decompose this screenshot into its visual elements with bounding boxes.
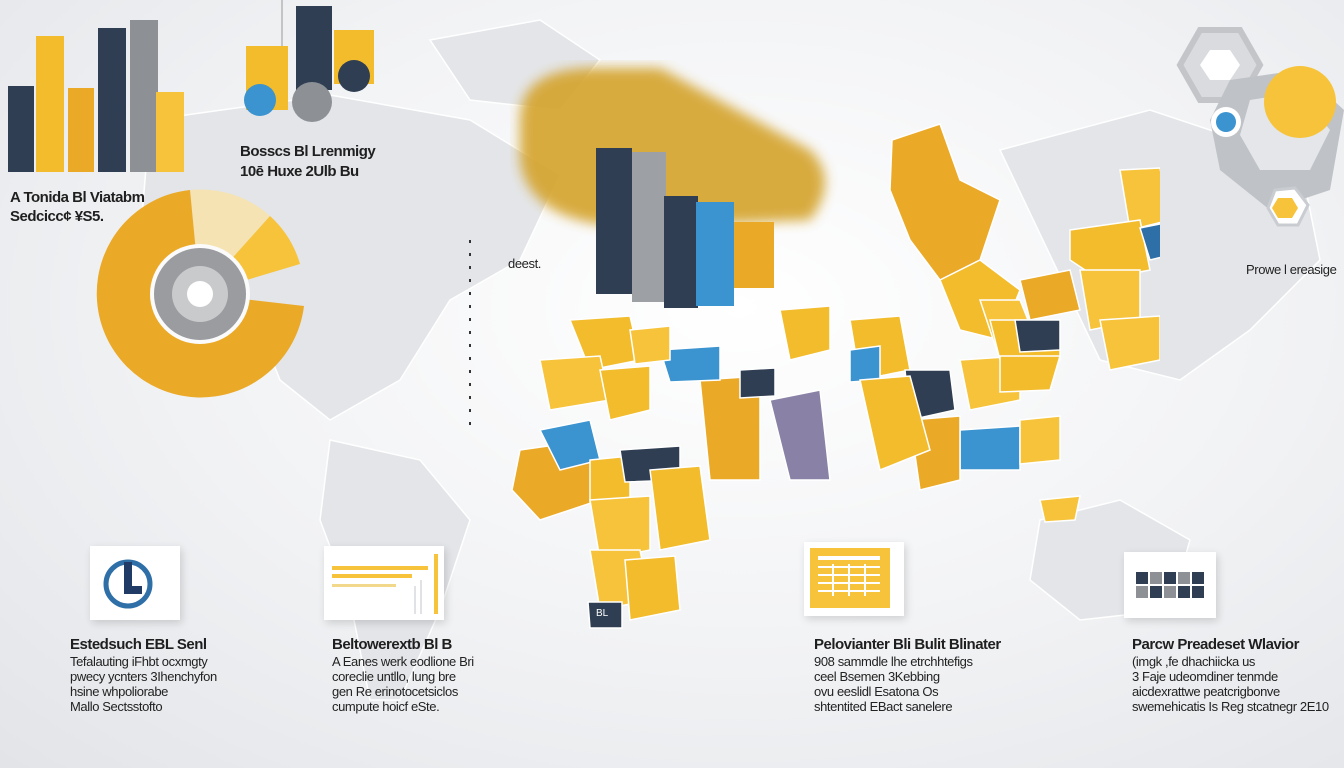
region [999,355,1062,393]
bar [696,202,734,306]
bar [130,20,158,172]
center-3d-bar-chart [520,68,825,308]
region [779,305,831,361]
region [539,355,611,411]
bubble [338,60,370,92]
donut-slice [96,190,305,398]
info-block-1: Estedsuch EBL Senl Tefalauting iFhbt ocx… [70,636,217,714]
info-block-line: Mallo Sectsstofto [70,699,163,714]
info-block-line: 908 sammdle lhe etrchhtefigs [814,654,973,669]
info-block-2: Beltowerextb Bl B A Eanes werk eodlione … [332,636,474,714]
info-block-line: gen Re erinotocetsiclos [332,684,458,699]
info-block-line: cumpute hoicf eSte. [332,699,440,714]
calendar-card [804,542,904,616]
info-block-line: ovu eeslidl Esatona Os [814,684,939,699]
region [959,425,1021,471]
info-block-line: pwecy ycnters 3Ihenchyfon [70,669,217,684]
info-block-line: (imgk ,fe dhachiicka us [1132,654,1256,669]
hexagon-cluster [1176,27,1344,227]
bar [296,6,332,90]
top-chart-label-1: Bosscs Bl Lrenmigy [240,143,376,160]
info-block-title: Pelovianter Bli Bulit Blinater [814,636,1001,653]
bar [8,86,34,172]
info-block-line: ceel Bsemen 3Kebbing [814,669,940,684]
region [587,601,623,629]
info-block-title: Beltowerextb Bl B [332,636,452,653]
bar [664,196,698,308]
region [769,389,831,481]
bar-card [324,546,444,620]
region [1119,167,1160,231]
info-block-3: Pelovianter Bli Bulit Blinater 908 sammd… [814,636,1001,714]
info-block-line: 3 Faje udeomdiner tenmde [1132,669,1278,684]
region [589,495,651,561]
top-left-bar-chart [8,20,184,172]
region [1039,495,1081,523]
info-block-line: swemehicatis Is Reg stcatnegr 2E10 [1132,699,1329,714]
grid-card-icon [1136,572,1204,598]
region [1014,319,1061,353]
donut-chart [96,189,305,398]
info-block-line: A Eanes werk eodlione Bri [332,654,474,669]
bar-card-icon [332,554,438,614]
map-small-label: deest. [508,256,542,271]
donut-label-2: Sedcicc¢ ¥S5. [10,208,104,225]
dotted-connector [469,240,471,430]
choropleth-map: BL [511,123,1160,629]
yellow-node [1264,66,1336,138]
bar [156,92,184,172]
region [629,325,671,365]
info-block-4: Parcw Preadeset Wlavior (imgk ,fe dhachi… [1132,636,1329,714]
bubble [292,82,332,122]
region [849,345,881,383]
bar [68,88,94,172]
map-tag: BL [596,608,609,619]
bar [596,148,632,294]
logo-card-icon [103,559,153,609]
region [624,555,681,621]
region [649,465,711,551]
region [1139,223,1160,261]
region [1019,269,1081,321]
region [859,375,931,472]
info-block-line: Tefalauting iFhbt ocxmgty [70,654,208,669]
right-label: Prowe l ereasige [1246,262,1337,277]
region [1019,415,1061,465]
info-block-line: hsine whpoliorabe [70,684,168,699]
info-block-title: Parcw Preadeset Wlavior [1132,636,1299,653]
calendar-card-icon [810,548,890,608]
logo-card [90,546,180,620]
info-block-line: aicdexrattwe peatcrigbonve [1132,684,1280,699]
mini-cylinder-chart [244,0,374,122]
bubble [244,84,276,116]
region [739,367,776,399]
bar [734,222,774,288]
donut-label-1: A Tonida Bl Viatabm [10,189,145,206]
region [659,345,721,383]
grid-card [1124,552,1216,618]
region [599,365,651,421]
info-block-title: Estedsuch EBL Senl [70,636,207,653]
bar [36,36,64,172]
info-block-line: shtentited EBact sanelere [814,699,953,714]
region [889,123,1001,281]
info-block-line: coreclie untllo, lung bre [332,669,456,684]
bar [98,28,126,172]
bar [632,152,666,302]
top-chart-label-2: 10ē Huxe 2Ulb Bu [240,163,359,180]
region [1099,315,1160,371]
